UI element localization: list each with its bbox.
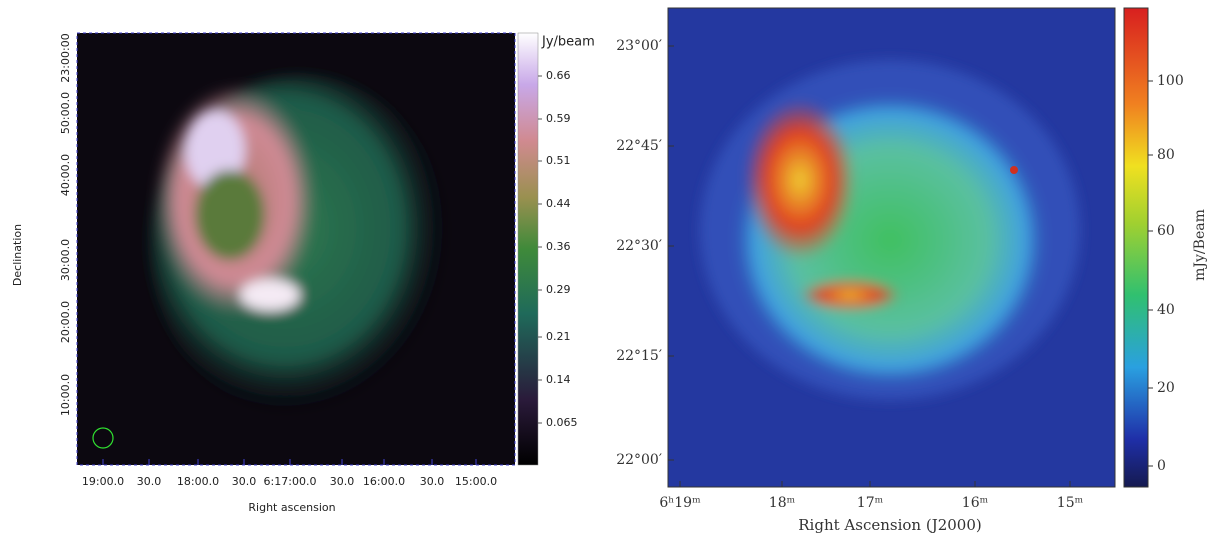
colorbar-tick-label: 40: [1157, 302, 1175, 318]
x-tick-label: 18ᵐ: [769, 495, 796, 511]
y-tick-label: 22°45′: [616, 138, 662, 154]
x-tick-label: 15ᵐ: [1057, 495, 1084, 511]
colorbar-tick-label: 0: [1157, 458, 1166, 474]
x-tick-label: 15:00.0: [455, 475, 497, 488]
colorbar-left: [517, 32, 539, 466]
y-tick-label: 10:00.0: [59, 374, 72, 416]
y-tick-label: 30:00.0: [59, 239, 72, 281]
colorbar-tick-label: 20: [1157, 380, 1175, 396]
colorbar-tick-label: 80: [1157, 147, 1175, 163]
colorbar-tick-label: 0.29: [546, 283, 571, 296]
source-marker: [1010, 166, 1018, 174]
x-tick-label: 30.0: [137, 475, 162, 488]
y-tick-label: 23:00:00: [59, 33, 72, 82]
y-tick-label: 22°30′: [616, 238, 662, 254]
y-axis-label: Declination: [11, 224, 24, 286]
colorbar-label: Jy/beam: [541, 35, 595, 50]
x-tick-label: 17ᵐ: [857, 495, 884, 511]
x-tick-label: 19:00.0: [82, 475, 124, 488]
x-tick-label: 30.0: [420, 475, 445, 488]
colorbar-label: mJy/Beam: [1192, 209, 1208, 281]
beam-marker: [92, 427, 114, 449]
x-tick-label: 6:17:00.0: [264, 475, 317, 488]
x-tick-label: 6ʰ19ᵐ: [659, 495, 701, 511]
x-tick-label: 18:00.0: [177, 475, 219, 488]
colorbar-tick-label: 0.14: [546, 373, 571, 386]
y-tick-label: 22°00′: [616, 452, 662, 468]
colorbar-tick-label: 0.59: [546, 112, 571, 125]
colorbar-tick-label: 100: [1157, 73, 1184, 89]
x-tick-label: 16ᵐ: [962, 495, 989, 511]
colorbar-tick-label: 0.51: [546, 154, 571, 167]
colorbar-tick-label: 0.21: [546, 330, 571, 343]
y-tick-label: 20:00.0: [59, 301, 72, 343]
colorbar-tick-label: 0.44: [546, 197, 571, 210]
x-tick-label: 30.0: [330, 475, 355, 488]
emission-left: [150, 75, 450, 415]
colorbar-tick-label: 0.66: [546, 69, 571, 82]
colorbar-tick-label: 0.36: [546, 240, 571, 253]
colorbar-tick-label: 0.065: [546, 416, 578, 429]
y-tick-label: 22°15′: [616, 348, 662, 364]
y-tick-label: 23°00′: [616, 38, 662, 54]
emission-right: [700, 60, 1080, 400]
colorbar-right: [1123, 7, 1149, 488]
x-axis-label: Right ascension: [248, 501, 335, 514]
colorbar-tick-label: 60: [1157, 223, 1175, 239]
x-tick-label: 16:00.0: [363, 475, 405, 488]
x-tick-label: 30.0: [232, 475, 257, 488]
y-tick-label: 50:00.0: [59, 92, 72, 134]
x-axis-label: Right Ascension (J2000): [798, 516, 981, 534]
y-tick-label: 40:00.0: [59, 154, 72, 196]
